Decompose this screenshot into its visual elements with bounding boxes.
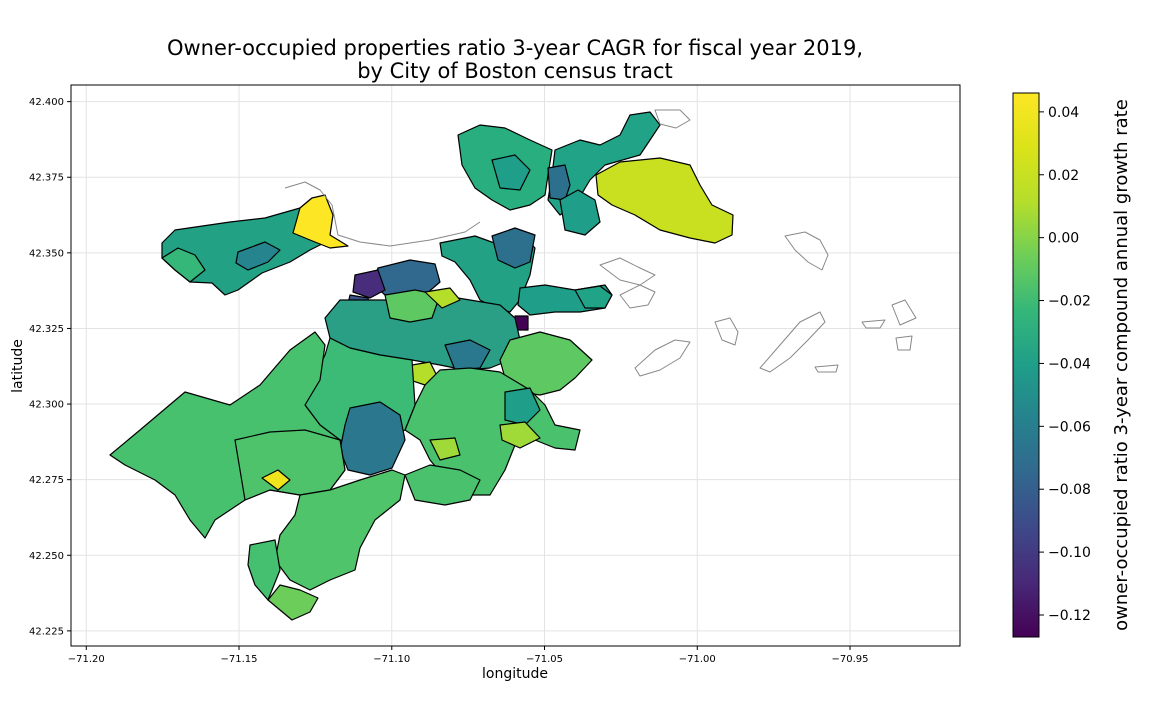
x-axis-label: longitude [482,666,548,682]
region-downtown-blue [491,227,536,269]
river-outline [284,181,481,247]
colorbar-tick-label: −0.06 [1048,419,1091,435]
map-regions [109,109,917,621]
region-dorchester-yellowgreen [499,421,541,449]
colorbar-tick-label: −0.02 [1048,294,1091,310]
axes-border [70,84,961,647]
region-hyde-park [274,469,406,591]
y-tick-label: 42.400 [29,97,64,108]
colorbar-tick-label: −0.04 [1048,356,1091,372]
y-tick-label: 42.275 [29,475,64,486]
x-tick-label: −71.20 [68,654,105,665]
x-tick-label: −71.15 [221,654,258,665]
harbor-islands [599,109,917,377]
y-tick-label: 42.325 [29,324,64,335]
region-fenway-dark [352,269,386,299]
region-jamaica-plain-blue [339,401,406,476]
region-roxbury-green [384,289,441,323]
region-airport [595,157,734,244]
region-dorchester [499,331,593,396]
colorbar-tick-label: −0.10 [1048,545,1091,561]
y-tick-label: 42.225 [29,626,64,637]
region-south-boston-east [574,285,613,309]
colorbar-ticks: 0.04 0.02 0.00 −0.02 −0.04 −0.06 −0.08 −0.10 −0.… [1039,105,1091,624]
region-dorchester-teal [504,387,541,426]
region-allston-yellow [292,194,349,249]
y-tick-label: 42.250 [29,551,64,562]
region-allston-inner [235,241,281,271]
colorbar-tick-label: 0.00 [1048,231,1079,247]
colorbar [1012,92,1040,638]
y-axis-ticks: 42.225 42.250 42.275 42.300 42.325 42.350 42.3… [29,97,71,637]
region-dorchester-yellowgreen-2 [429,437,461,461]
colorbar-tick-label: 0.02 [1048,168,1079,184]
x-tick-label: −70.95 [832,654,869,665]
region-hyde-park-west [247,539,281,601]
x-tick-label: −71.05 [526,654,563,665]
x-axis-ticks: −71.20 −71.15 −71.10 −71.05 −71.00 −70.95 [68,646,869,665]
region-roxbury-yellowgreen [424,287,461,309]
region-east-boston [547,111,661,216]
region-east-boston-blue [547,164,571,201]
region-roslindale [234,429,346,501]
region-roslindale-yellow [261,469,291,491]
x-tick-label: −71.00 [679,654,716,665]
x-tick-label: −71.10 [373,654,410,665]
chart-title-line-1: Owner-occupied properties ratio 3-year C… [167,36,863,60]
region-allston-west [161,247,206,283]
y-tick-label: 42.300 [29,400,64,411]
colorbar-tick-label: 0.04 [1048,105,1079,121]
region-mattapan [404,464,481,506]
region-east-boston-south [559,189,601,236]
region-roxbury-blue [444,339,491,371]
colorbar-label: owner-occupied ratio 3-year compound ann… [1111,99,1132,631]
y-axis-label: latitude [10,339,26,393]
colorbar-tick-label: −0.12 [1048,608,1091,624]
chart-title-line-2: by City of Boston census tract [357,59,673,83]
y-tick-label: 42.350 [29,248,64,259]
region-hyde-park-south [267,584,319,621]
y-tick-label: 42.375 [29,173,64,184]
region-charlestown-inner [491,154,531,191]
colorbar-tick-label: −0.08 [1048,482,1091,498]
